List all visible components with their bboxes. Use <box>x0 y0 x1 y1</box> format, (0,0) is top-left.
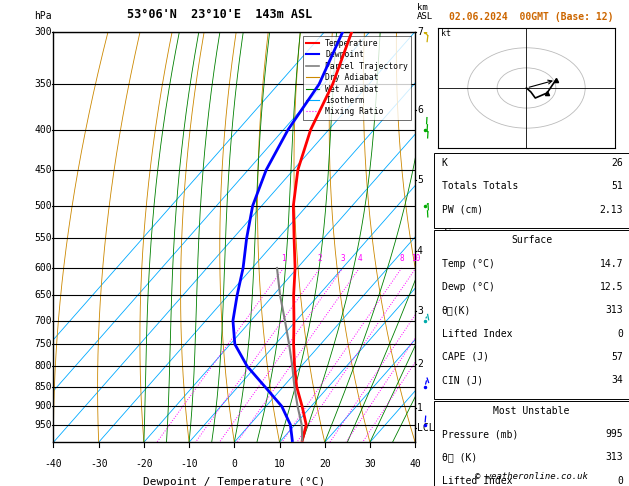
Text: 450: 450 <box>34 165 52 175</box>
Text: 7: 7 <box>417 27 423 36</box>
Text: 4: 4 <box>357 254 362 262</box>
Text: 02.06.2024  00GMT (Base: 12): 02.06.2024 00GMT (Base: 12) <box>449 12 614 22</box>
Text: 0: 0 <box>617 329 623 339</box>
Text: -30: -30 <box>90 459 108 469</box>
Text: 10: 10 <box>274 459 286 469</box>
Text: 300: 300 <box>34 27 52 36</box>
Text: θᴄ (K): θᴄ (K) <box>442 452 477 463</box>
Text: 400: 400 <box>34 125 52 135</box>
Text: Surface: Surface <box>511 235 552 245</box>
Text: 14.7: 14.7 <box>599 259 623 269</box>
Text: 16: 16 <box>442 254 452 262</box>
Text: 350: 350 <box>34 79 52 89</box>
Text: 20: 20 <box>457 254 467 262</box>
Text: 0: 0 <box>231 459 237 469</box>
Text: © weatheronline.co.uk: © weatheronline.co.uk <box>475 472 588 481</box>
Text: 0: 0 <box>617 476 623 486</box>
Text: 950: 950 <box>34 420 52 430</box>
Bar <box>434 401 629 486</box>
Text: 1: 1 <box>417 403 423 413</box>
Text: 900: 900 <box>34 401 52 411</box>
Text: Temp (°C): Temp (°C) <box>442 259 494 269</box>
Text: 34: 34 <box>611 375 623 385</box>
Text: 53°06'N  23°10'E  143m ASL: 53°06'N 23°10'E 143m ASL <box>127 8 313 21</box>
Text: 850: 850 <box>34 382 52 392</box>
Text: -40: -40 <box>45 459 62 469</box>
Text: 313: 313 <box>606 305 623 315</box>
Text: θᴄ(K): θᴄ(K) <box>442 305 471 315</box>
Text: K: K <box>442 158 448 168</box>
Text: 800: 800 <box>34 361 52 371</box>
Text: 8: 8 <box>399 254 404 262</box>
Text: Dewp (°C): Dewp (°C) <box>442 282 494 292</box>
Text: 700: 700 <box>34 315 52 326</box>
Text: 500: 500 <box>34 201 52 211</box>
Text: Mixing Ratio (g/kg): Mixing Ratio (g/kg) <box>442 186 451 288</box>
Text: LCL: LCL <box>417 423 435 434</box>
Text: 750: 750 <box>34 339 52 349</box>
Text: CAPE (J): CAPE (J) <box>442 352 489 362</box>
Text: 40: 40 <box>409 459 421 469</box>
Text: -20: -20 <box>135 459 153 469</box>
Text: kt: kt <box>442 29 452 38</box>
Text: 57: 57 <box>611 352 623 362</box>
Bar <box>434 230 629 399</box>
Text: 2: 2 <box>318 254 323 262</box>
Text: Lifted Index: Lifted Index <box>442 329 512 339</box>
Text: PW (cm): PW (cm) <box>442 205 483 215</box>
Text: Lifted Index: Lifted Index <box>442 476 512 486</box>
Text: 4: 4 <box>417 245 423 256</box>
Text: 20: 20 <box>319 459 331 469</box>
Text: 995: 995 <box>606 429 623 439</box>
Text: 550: 550 <box>34 233 52 243</box>
Text: 30: 30 <box>364 459 376 469</box>
Text: 25: 25 <box>473 254 482 262</box>
Text: 51: 51 <box>611 181 623 191</box>
Text: 26: 26 <box>611 158 623 168</box>
Text: 650: 650 <box>34 290 52 300</box>
Text: 313: 313 <box>606 452 623 463</box>
Text: 3: 3 <box>417 306 423 316</box>
Text: km
ASL: km ASL <box>417 3 433 21</box>
Legend: Temperature, Dewpoint, Parcel Trajectory, Dry Adiabat, Wet Adiabat, Isotherm, Mi: Temperature, Dewpoint, Parcel Trajectory… <box>303 35 411 120</box>
Text: 2.13: 2.13 <box>599 205 623 215</box>
Text: 6: 6 <box>417 105 423 115</box>
Text: Pressure (mb): Pressure (mb) <box>442 429 518 439</box>
Text: Totals Totals: Totals Totals <box>442 181 518 191</box>
Text: 1: 1 <box>281 254 286 262</box>
Text: hPa: hPa <box>34 11 52 21</box>
Text: 2: 2 <box>417 359 423 369</box>
Text: 12.5: 12.5 <box>599 282 623 292</box>
Text: 10: 10 <box>411 254 421 262</box>
Text: 3: 3 <box>340 254 345 262</box>
Text: 600: 600 <box>34 263 52 273</box>
Text: Dewpoint / Temperature (°C): Dewpoint / Temperature (°C) <box>143 477 325 486</box>
Text: 5: 5 <box>417 175 423 185</box>
Text: -10: -10 <box>181 459 198 469</box>
Text: CIN (J): CIN (J) <box>442 375 483 385</box>
Text: Most Unstable: Most Unstable <box>493 406 570 416</box>
Bar <box>434 153 629 228</box>
